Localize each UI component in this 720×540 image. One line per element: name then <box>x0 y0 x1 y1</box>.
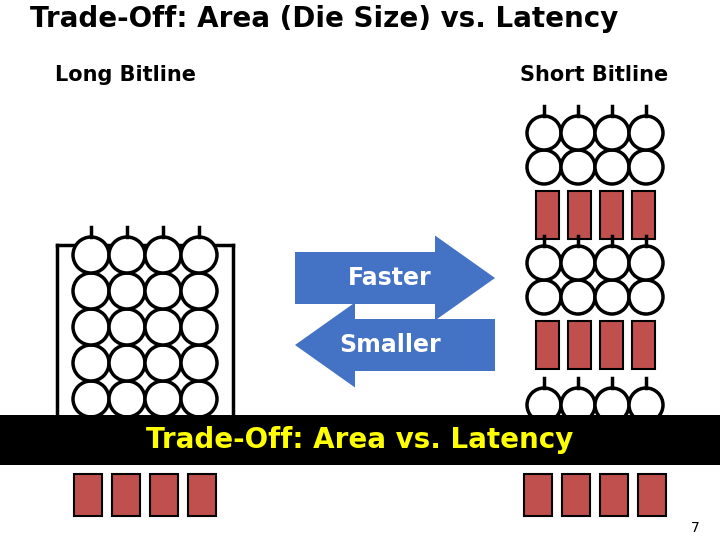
Bar <box>112 474 140 516</box>
FancyArrow shape <box>295 302 495 388</box>
Bar <box>631 191 654 239</box>
Bar <box>638 474 666 516</box>
Text: Trade-Off: Area (Die Size) vs. Latency: Trade-Off: Area (Die Size) vs. Latency <box>30 5 618 33</box>
Bar <box>631 321 654 369</box>
Bar <box>562 474 590 516</box>
Circle shape <box>109 273 145 309</box>
FancyArrow shape <box>295 235 495 321</box>
Circle shape <box>595 280 629 314</box>
Circle shape <box>145 309 181 345</box>
Circle shape <box>181 309 217 345</box>
Bar <box>567 321 590 369</box>
Bar <box>600 321 623 369</box>
Bar <box>536 321 559 369</box>
Text: Faster: Faster <box>348 266 432 290</box>
Circle shape <box>109 309 145 345</box>
Circle shape <box>527 388 561 422</box>
Bar <box>567 191 590 239</box>
Circle shape <box>561 150 595 184</box>
Circle shape <box>595 246 629 280</box>
Circle shape <box>561 116 595 150</box>
Circle shape <box>73 417 109 453</box>
Circle shape <box>73 237 109 273</box>
Bar <box>0 415 720 465</box>
Circle shape <box>145 381 181 417</box>
Text: Trade-Off: Area vs. Latency: Trade-Off: Area vs. Latency <box>146 426 574 454</box>
Circle shape <box>145 237 181 273</box>
Text: 7: 7 <box>691 521 700 535</box>
Circle shape <box>561 388 595 422</box>
Circle shape <box>145 345 181 381</box>
Text: Long Bitline: Long Bitline <box>55 65 196 85</box>
Circle shape <box>595 388 629 422</box>
Circle shape <box>181 273 217 309</box>
Circle shape <box>181 381 217 417</box>
Circle shape <box>73 381 109 417</box>
Bar <box>536 191 559 239</box>
Circle shape <box>109 381 145 417</box>
Circle shape <box>629 388 663 422</box>
Circle shape <box>73 309 109 345</box>
Circle shape <box>145 273 181 309</box>
Circle shape <box>629 246 663 280</box>
Circle shape <box>73 273 109 309</box>
Text: Smaller: Smaller <box>339 333 441 357</box>
Circle shape <box>527 150 561 184</box>
Circle shape <box>629 150 663 184</box>
Circle shape <box>629 280 663 314</box>
Circle shape <box>629 116 663 150</box>
Circle shape <box>109 345 145 381</box>
Circle shape <box>595 150 629 184</box>
Circle shape <box>181 417 217 453</box>
Text: Short Bitline: Short Bitline <box>520 65 668 85</box>
Circle shape <box>527 246 561 280</box>
Circle shape <box>109 417 145 453</box>
Circle shape <box>73 345 109 381</box>
Bar <box>188 474 216 516</box>
Bar <box>600 474 628 516</box>
Circle shape <box>181 237 217 273</box>
Circle shape <box>145 417 181 453</box>
Circle shape <box>561 280 595 314</box>
Circle shape <box>527 116 561 150</box>
Circle shape <box>527 280 561 314</box>
Circle shape <box>595 116 629 150</box>
Bar <box>74 474 102 516</box>
Circle shape <box>561 246 595 280</box>
Bar <box>524 474 552 516</box>
Circle shape <box>109 237 145 273</box>
Bar <box>150 474 178 516</box>
Bar <box>600 191 623 239</box>
Circle shape <box>181 345 217 381</box>
